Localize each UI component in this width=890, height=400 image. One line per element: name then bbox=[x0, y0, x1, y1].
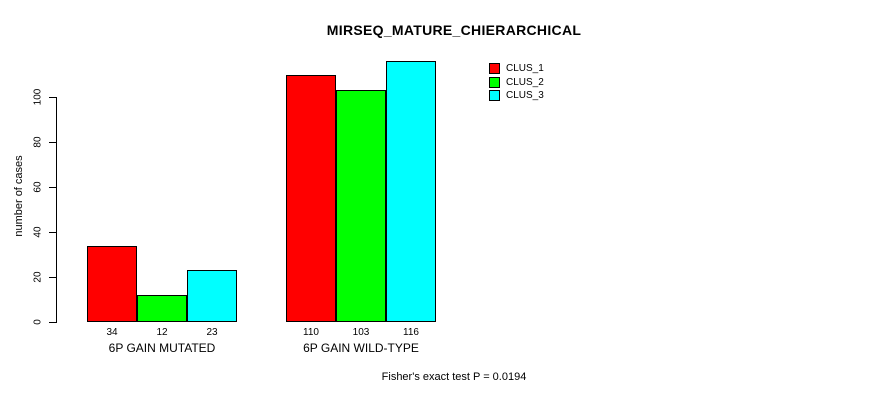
legend-item-clus_1: CLUS_1 bbox=[489, 62, 544, 76]
y-tick-label: 0 bbox=[32, 319, 44, 325]
y-axis-line bbox=[56, 97, 57, 323]
bar-clus_3-group1 bbox=[187, 270, 237, 322]
legend-swatch-icon bbox=[489, 63, 500, 75]
x-category-label: 6P GAIN MUTATED bbox=[108, 341, 216, 355]
y-tick-mark bbox=[49, 321, 56, 323]
bar-clus_1-group2 bbox=[286, 74, 336, 322]
y-tick-mark bbox=[49, 141, 56, 143]
y-axis-label: number of cases bbox=[13, 155, 25, 237]
y-tick-mark bbox=[49, 231, 56, 233]
x-category-label: 6P GAIN WILD-TYPE bbox=[303, 341, 419, 355]
y-tick-label: 60 bbox=[32, 181, 44, 193]
legend-swatch-icon bbox=[489, 90, 500, 102]
y-tick-mark bbox=[49, 276, 56, 278]
bar-clus_2-group2 bbox=[336, 90, 386, 322]
legend-item-clus_2: CLUS_2 bbox=[489, 76, 544, 90]
bar-value-label: 12 bbox=[156, 327, 168, 338]
bar-clus_1-group1 bbox=[87, 245, 137, 322]
bar-clus_3-group2 bbox=[386, 61, 436, 322]
legend-swatch-icon bbox=[489, 76, 500, 88]
bar-clus_2-group1 bbox=[137, 295, 187, 322]
legend-label: CLUS_2 bbox=[506, 76, 544, 88]
legend-label: CLUS_1 bbox=[506, 63, 544, 75]
y-tick-label: 20 bbox=[32, 271, 44, 283]
bar-value-label: 34 bbox=[106, 327, 118, 338]
y-tick-mark bbox=[49, 186, 56, 188]
y-tick-mark bbox=[49, 96, 56, 98]
bar-value-label: 103 bbox=[352, 327, 370, 338]
y-tick-label: 40 bbox=[32, 226, 44, 238]
legend-item-clus_3: CLUS_3 bbox=[489, 89, 544, 103]
y-tick-label: 100 bbox=[32, 88, 44, 106]
y-tick-label: 80 bbox=[32, 136, 44, 148]
stat-annotation: Fisher's exact test P = 0.0194 bbox=[381, 371, 527, 383]
legend: CLUS_1 CLUS_2 CLUS_3 bbox=[489, 62, 544, 103]
bar-value-label: 110 bbox=[303, 327, 319, 338]
bar-value-label: 116 bbox=[403, 327, 419, 338]
bar-value-label: 23 bbox=[206, 327, 218, 338]
legend-label: CLUS_3 bbox=[506, 90, 544, 102]
chart-title: MIRSEQ_MATURE_CHIERARCHICAL bbox=[326, 22, 582, 38]
